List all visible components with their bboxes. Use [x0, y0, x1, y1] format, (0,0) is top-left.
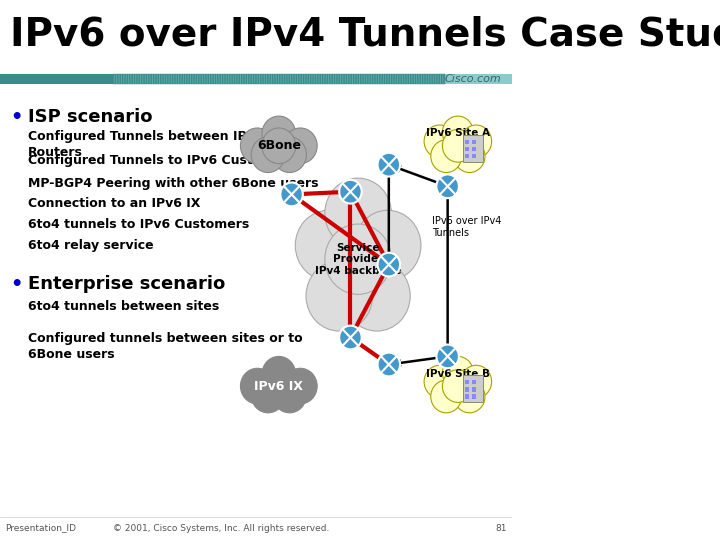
Text: Cisco.com: Cisco.com [445, 74, 501, 84]
Circle shape [377, 253, 400, 276]
Circle shape [343, 261, 410, 331]
Circle shape [436, 174, 459, 198]
Circle shape [424, 365, 455, 398]
Circle shape [436, 345, 459, 368]
Circle shape [377, 153, 400, 177]
Text: MP-BGP4 Peering with other 6Bone users: MP-BGP4 Peering with other 6Bone users [28, 177, 319, 190]
Bar [472, 380, 477, 384]
Bar [472, 387, 477, 392]
Text: ISP scenario: ISP scenario [28, 108, 153, 126]
Circle shape [273, 377, 307, 413]
Text: 6to4 relay service: 6to4 relay service [28, 239, 154, 252]
Bar [465, 387, 469, 392]
Circle shape [431, 140, 462, 172]
Circle shape [280, 183, 303, 206]
Circle shape [306, 261, 373, 331]
Circle shape [240, 368, 274, 404]
Circle shape [454, 380, 485, 413]
Circle shape [339, 326, 361, 349]
Text: Service
Provider
IPv4 backbone: Service Provider IPv4 backbone [315, 242, 401, 276]
Circle shape [295, 210, 362, 281]
Text: IPv6 IX: IPv6 IX [254, 380, 303, 393]
Text: 6Bone: 6Bone [257, 139, 301, 152]
Text: 81: 81 [495, 524, 506, 532]
Circle shape [424, 125, 455, 158]
Text: Configured tunnels between sites or to
6Bone users: Configured tunnels between sites or to 6… [28, 332, 303, 361]
Text: •: • [10, 275, 22, 294]
Circle shape [251, 377, 285, 413]
Bar [465, 140, 469, 144]
Bar [465, 147, 469, 151]
Circle shape [262, 356, 296, 392]
Circle shape [251, 137, 285, 172]
Text: IPv6 over IPv4
Tunnels: IPv6 over IPv4 Tunnels [432, 215, 502, 238]
Text: Configured Tunnels between IPv6 Core
Routers: Configured Tunnels between IPv6 Core Rou… [28, 130, 300, 159]
Bar [112, 74, 445, 84]
Circle shape [262, 116, 296, 152]
Circle shape [461, 125, 492, 158]
Bar [463, 135, 483, 162]
Bar [465, 154, 469, 158]
Circle shape [240, 128, 274, 164]
Circle shape [325, 178, 392, 248]
Circle shape [377, 353, 400, 376]
Bar [463, 375, 483, 402]
Circle shape [273, 137, 307, 172]
Text: IPv6 Site B: IPv6 Site B [426, 369, 490, 379]
Circle shape [284, 128, 318, 164]
Text: 6to4 tunnels to IPv6 Customers: 6to4 tunnels to IPv6 Customers [28, 218, 249, 231]
Circle shape [442, 370, 473, 402]
Bar [472, 140, 477, 144]
Text: Presentation_ID: Presentation_ID [5, 524, 76, 532]
Text: IPv6 Site A: IPv6 Site A [426, 129, 490, 138]
Bar [472, 147, 477, 151]
Text: IPv6 over IPv4 Tunnels Case Study: IPv6 over IPv4 Tunnels Case Study [10, 16, 720, 54]
Text: Enterprise scenario: Enterprise scenario [28, 275, 225, 293]
Circle shape [442, 130, 473, 162]
Bar [445, 74, 512, 84]
Circle shape [442, 356, 473, 389]
Circle shape [454, 140, 485, 172]
Text: Connection to an IPv6 IX: Connection to an IPv6 IX [28, 197, 200, 210]
Circle shape [284, 368, 318, 404]
Bar [472, 154, 477, 158]
Circle shape [262, 368, 296, 404]
Circle shape [442, 116, 473, 148]
Circle shape [339, 180, 361, 204]
Circle shape [354, 210, 421, 281]
Text: 6to4 tunnels between sites: 6to4 tunnels between sites [28, 300, 220, 313]
Bar [472, 394, 477, 399]
Circle shape [262, 128, 296, 164]
Circle shape [461, 365, 492, 398]
Text: © 2001, Cisco Systems, Inc. All rights reserved.: © 2001, Cisco Systems, Inc. All rights r… [112, 524, 329, 532]
Bar [112, 74, 445, 84]
Circle shape [325, 224, 392, 294]
Text: Configured Tunnels to IPv6 Customers: Configured Tunnels to IPv6 Customers [28, 154, 297, 167]
Bar [465, 394, 469, 399]
Bar [465, 380, 469, 384]
Bar [0, 0, 512, 73]
Bar [0, 517, 512, 540]
Bar [0, 74, 112, 84]
Bar [0, 84, 512, 518]
Text: •: • [10, 108, 22, 127]
Circle shape [431, 380, 462, 413]
